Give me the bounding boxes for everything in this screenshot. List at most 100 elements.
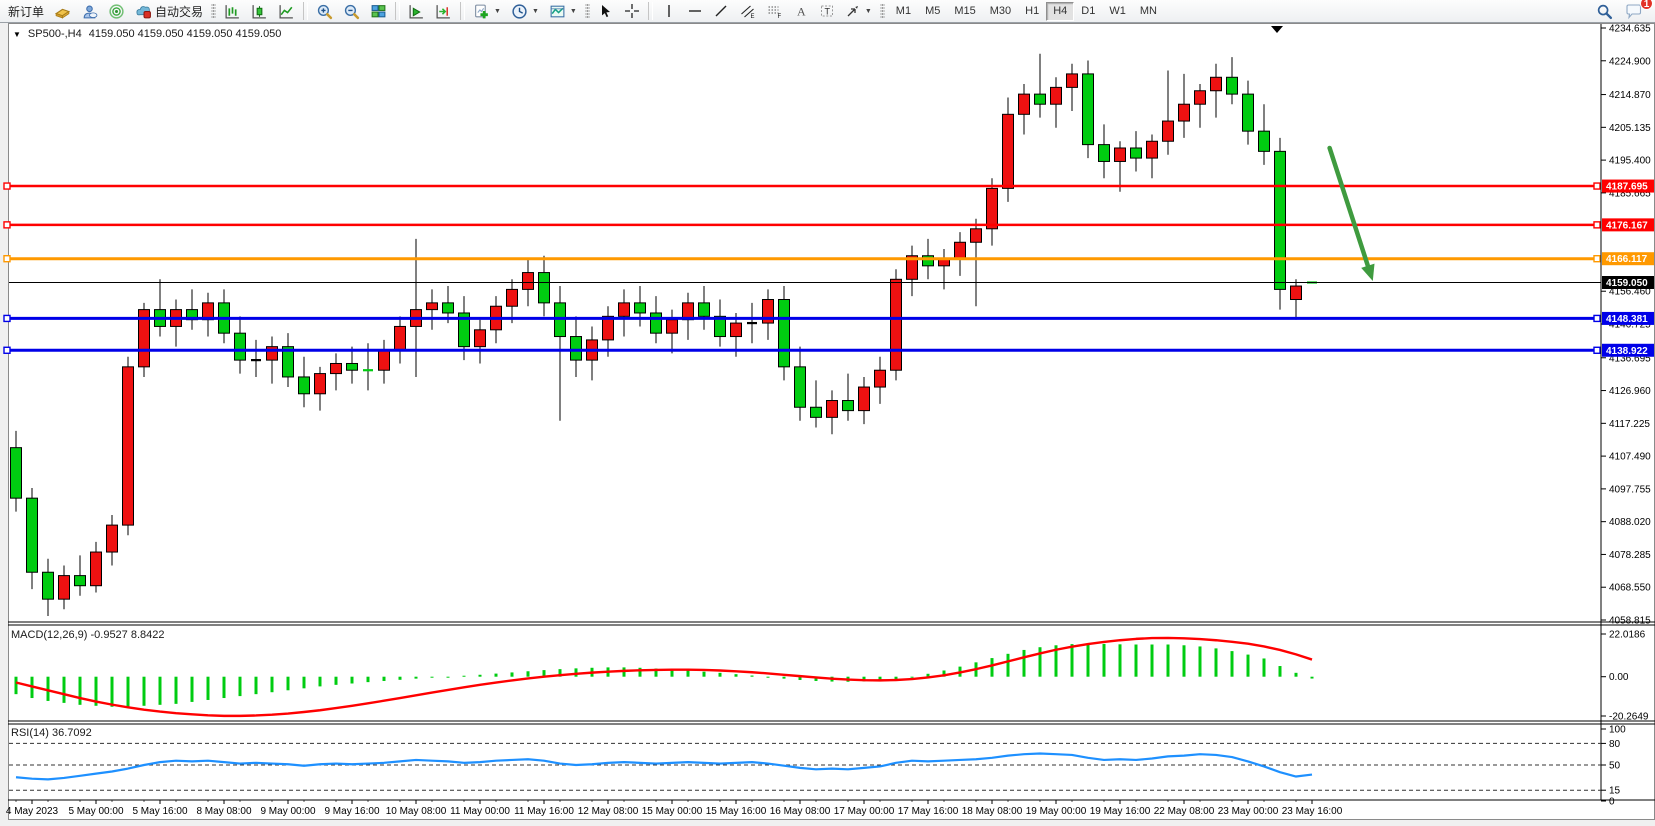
macd-signal-line: [15, 636, 1313, 718]
price-tick-label: 4156.460: [1609, 287, 1651, 298]
hline-handle[interactable]: [3, 255, 11, 263]
auto-scroll-button[interactable]: [404, 1, 429, 21]
symbol-menu-caret[interactable]: ▼: [13, 29, 21, 39]
chart-shift-button[interactable]: [431, 1, 456, 21]
time-tick-label: 15 May 00:00: [642, 806, 703, 817]
periods-button[interactable]: ▼: [507, 1, 543, 21]
time-tick-label: 22 May 08:00: [1154, 806, 1215, 817]
hline-handle[interactable]: [1593, 182, 1601, 190]
cursor-button[interactable]: [594, 1, 618, 21]
trendline-button[interactable]: [709, 1, 733, 21]
tile-windows-icon: [371, 4, 386, 17]
hline-handle[interactable]: [1593, 221, 1601, 229]
tile-windows-button[interactable]: [366, 1, 391, 21]
new-order-label: 新订单: [8, 4, 45, 19]
signals-icon[interactable]: [104, 1, 129, 21]
hline-handle[interactable]: [1593, 255, 1601, 263]
chart-window: 4234.635 4224.900 4214.870 4205.135 4195.400…: [0, 23, 1655, 826]
svg-text:E: E: [750, 14, 754, 19]
horizontal-line-button[interactable]: [683, 1, 707, 21]
hline-handle[interactable]: [3, 182, 11, 190]
new-order-button[interactable]: 新订单: [4, 1, 48, 21]
autotrading-button[interactable]: 自动交易: [131, 1, 207, 21]
user-cloud-icon: [83, 5, 98, 18]
price-tag-4148.381: 4148.381: [1602, 311, 1654, 325]
trend-arrow-annotation[interactable]: [1327, 145, 1375, 281]
rsi-indicator-label: RSI(14) 36.7092: [11, 727, 92, 739]
timeframe-button-w1[interactable]: W1: [1109, 5, 1126, 17]
text-button[interactable]: A: [789, 1, 813, 21]
timeframe-button-h1[interactable]: H1: [1025, 5, 1040, 17]
indicators-button[interactable]: ▼: [469, 1, 505, 21]
rsi-pane: 100 80 50 150: [9, 725, 1626, 808]
macd-name: MACD(12,26,9): [11, 629, 88, 641]
hline-handle[interactable]: [3, 346, 11, 354]
rsi-value: 36.7092: [51, 727, 92, 739]
timeframe-button-h4[interactable]: H4: [1046, 1, 1075, 21]
arrows-icon: [847, 6, 858, 17]
timeframe-button-m15[interactable]: M15: [954, 5, 976, 17]
chart-canvas[interactable]: 4234.635 4224.900 4214.870 4205.135 4195.400…: [0, 23, 1655, 826]
toolbar-drag-handle[interactable]: [879, 3, 885, 19]
crosshair-button[interactable]: [620, 1, 644, 21]
price-tick-label: 4234.635: [1609, 24, 1651, 35]
vertical-line-icon: [668, 5, 670, 17]
time-tick-label: 18 May 08:00: [962, 806, 1023, 817]
chart-line-button[interactable]: [274, 1, 299, 21]
price-scale[interactable]: 4234.635 4224.900 4214.870 4205.135 4195.400…: [1600, 24, 1654, 801]
notifications-button[interactable]: 1: [1621, 0, 1653, 21]
search-button[interactable]: [1592, 1, 1617, 21]
timeframe-button-m5[interactable]: M5: [925, 5, 941, 17]
macd-tick-label: 0.00: [1609, 672, 1629, 683]
price-tick-label: 4185.665: [1609, 188, 1651, 199]
line-chart-icon: [279, 4, 293, 19]
hline-handle[interactable]: [1593, 346, 1601, 354]
rsi-tick-label: 50: [1609, 761, 1621, 772]
text-label-button[interactable]: T: [815, 1, 839, 21]
vertical-line-button[interactable]: [657, 1, 681, 21]
notification-badge: 1: [1640, 0, 1653, 10]
svg-text:4187.695: 4187.695: [1606, 182, 1648, 193]
hline-handle[interactable]: [3, 314, 11, 323]
gold-bar-icon: [54, 8, 71, 19]
time-scale[interactable]: 4 May 2023 5 May 00:00 5 May 16:00 8 May 08…: [6, 800, 1343, 817]
symbol-quotes: 4159.050 4159.050 4159.050 4159.050: [88, 28, 282, 40]
equidistant-channel-button[interactable]: E: [735, 1, 760, 21]
autotrading-label: 自动交易: [155, 4, 204, 19]
zoom-in-button[interactable]: [312, 1, 337, 21]
price-tick-label: 4195.400: [1609, 156, 1651, 167]
toolbar: 新订单: [0, 0, 1655, 23]
price-tick-label: 4058.815: [1609, 616, 1651, 627]
chat-bubble-icon: [1626, 3, 1642, 19]
fibonacci-button[interactable]: F: [762, 1, 787, 21]
toolbar-drag-handle[interactable]: [211, 3, 217, 19]
chart-shift-marker[interactable]: [1271, 26, 1283, 33]
market-icon[interactable]: [50, 1, 75, 21]
timeframe-button-m30[interactable]: M30: [989, 5, 1012, 17]
templates-button[interactable]: ▼: [545, 1, 581, 21]
hline-handle[interactable]: [3, 221, 11, 229]
toolbar-drag-handle[interactable]: [584, 3, 590, 19]
svg-text:4166.117: 4166.117: [1606, 254, 1648, 265]
timeframe-button-d1[interactable]: D1: [1081, 5, 1096, 17]
time-tick-label: 9 May 16:00: [324, 806, 379, 817]
hline-handle[interactable]: [1593, 314, 1601, 323]
symbol-title: SP500-,H4: [27, 28, 82, 40]
arrows-button[interactable]: ▼: [841, 1, 876, 21]
community-user-icon[interactable]: [77, 1, 102, 21]
time-tick-label: 11 May 16:00: [514, 806, 574, 817]
timeframe-button-m1[interactable]: M1: [895, 5, 912, 17]
label-icon: T: [820, 5, 833, 17]
time-tick-label: 5 May 16:00: [132, 806, 187, 817]
bar-chart-icon: [225, 4, 239, 19]
time-tick-label: 19 May 00:00: [1026, 806, 1087, 817]
rsi-name: RSI(14): [11, 727, 49, 739]
indicators-caret: ▼: [494, 7, 501, 15]
chart-title: ▼ SP500-,H4 4159.050 4159.050 4159.050 4…: [13, 28, 281, 40]
chart-candles-button[interactable]: [247, 1, 272, 21]
timeframe-button-mn[interactable]: MN: [1139, 5, 1157, 17]
macd-tick-label: -20.2649: [1609, 712, 1649, 723]
price-tick-label: 4126.960: [1609, 386, 1651, 397]
chart-bars-button[interactable]: [220, 1, 245, 21]
zoom-out-button[interactable]: [339, 1, 364, 21]
